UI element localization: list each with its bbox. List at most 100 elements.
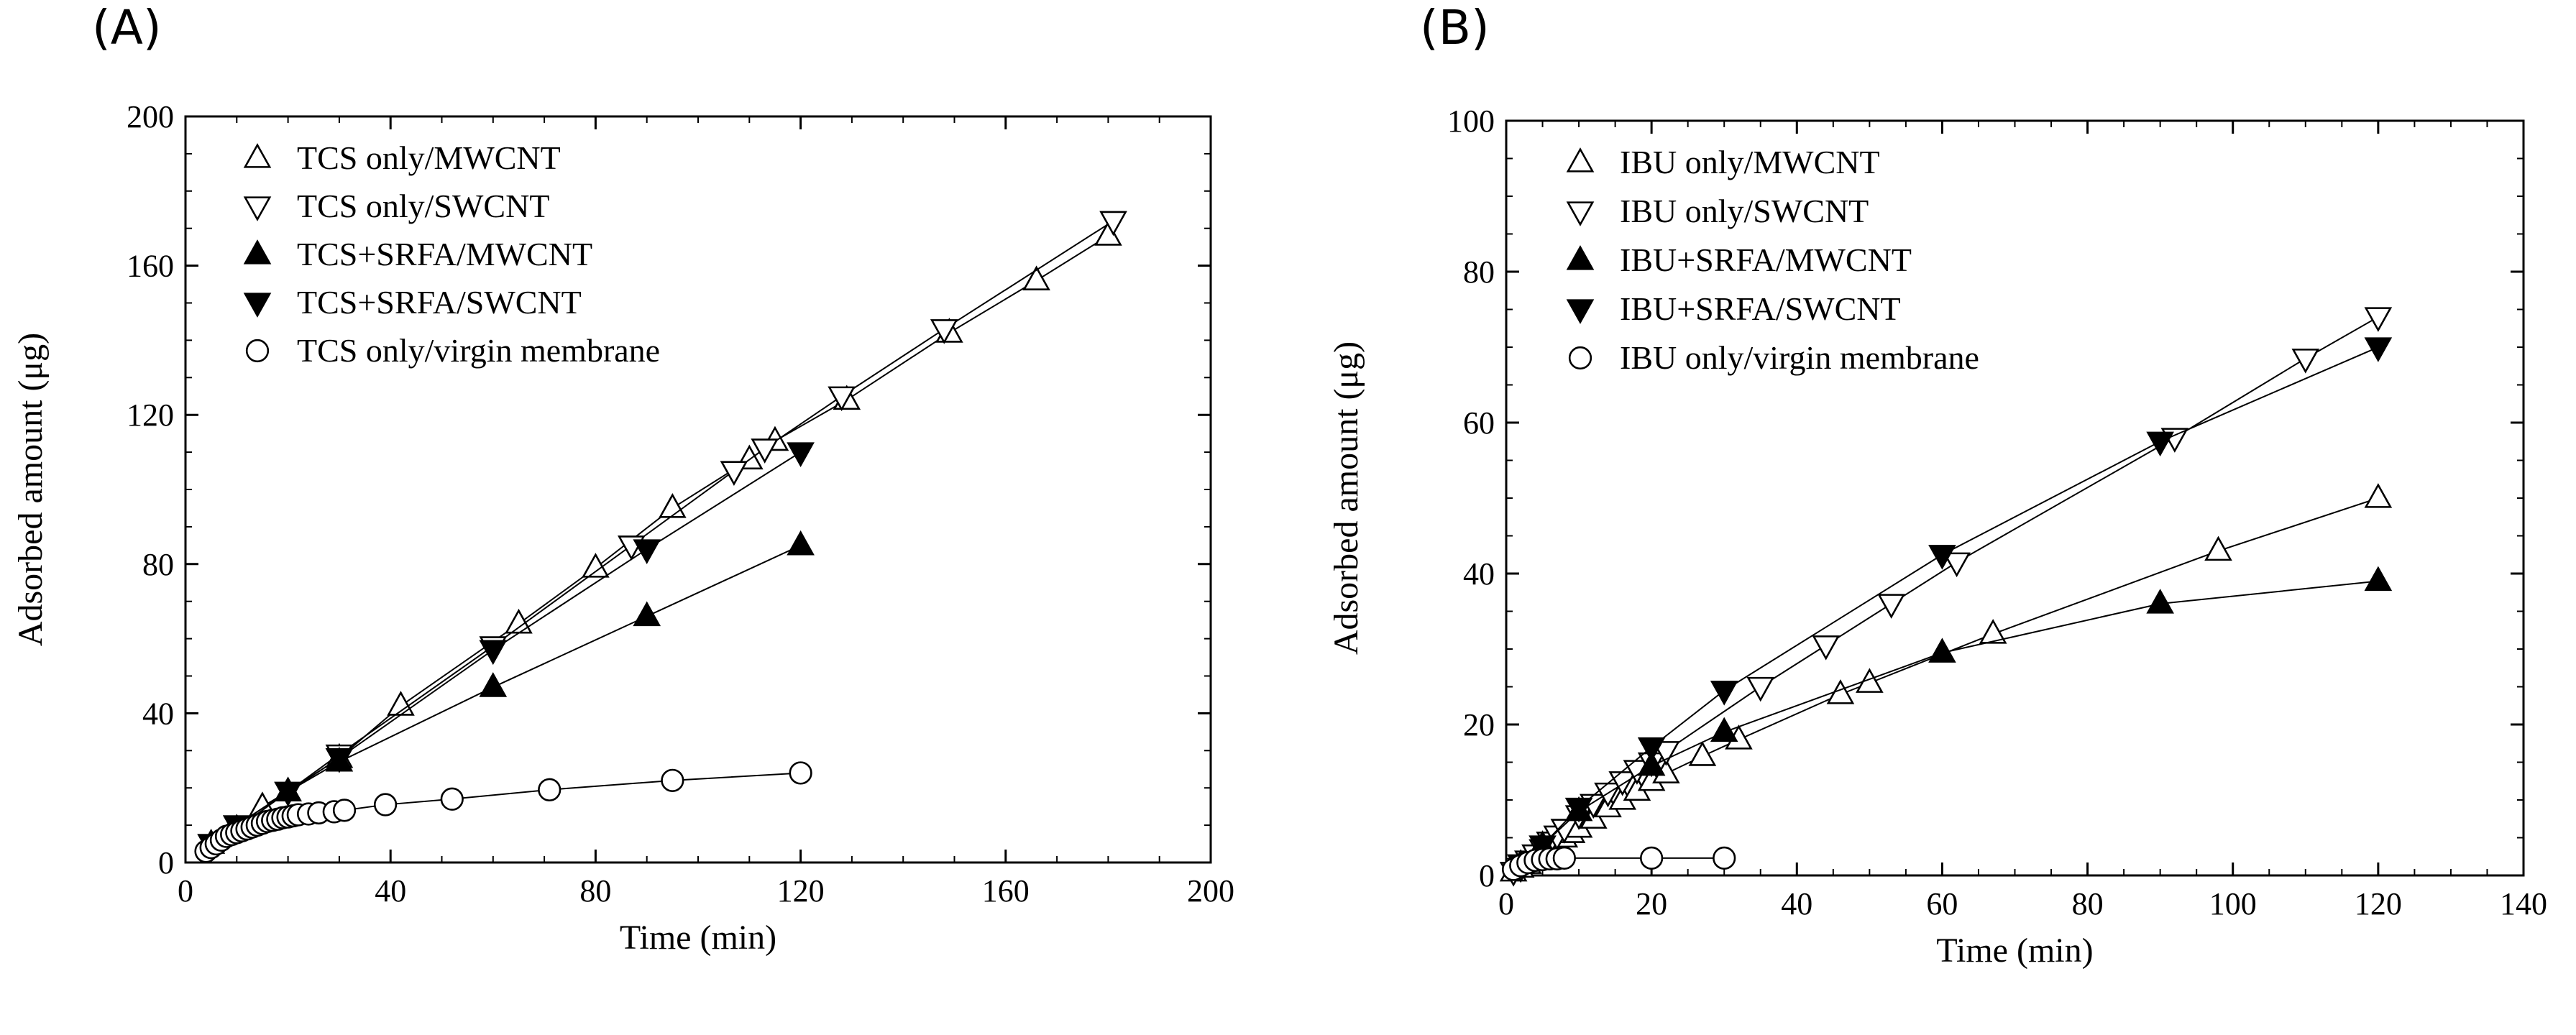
- legend-label: TCS only/SWCNT: [297, 188, 549, 224]
- data-point: [1877, 594, 1905, 619]
- data-point: [2146, 431, 2174, 457]
- x-tick-label: 0: [178, 873, 193, 908]
- data-point: [661, 768, 684, 792]
- y-tick-label: 20: [1463, 707, 1495, 742]
- data-point: [2364, 483, 2393, 508]
- x-tick-label: 60: [1926, 886, 1958, 921]
- data-point: [787, 442, 815, 468]
- series-4: [194, 761, 812, 863]
- panel-label-a: (A): [92, 0, 162, 55]
- data-point: [1928, 545, 1956, 570]
- data-point: [930, 319, 958, 344]
- y-tick-label: 80: [142, 547, 174, 582]
- x-tick-label: 0: [1498, 886, 1514, 921]
- legend-marker: [1566, 299, 1595, 324]
- legend-label: IBU only/virgin membrane: [1620, 339, 1979, 376]
- x-tick-label: 200: [1187, 873, 1234, 908]
- data-point: [633, 539, 661, 564]
- legend-marker: [243, 293, 272, 318]
- y-tick-label: 40: [142, 696, 174, 731]
- legend-marker: [1566, 147, 1595, 172]
- legend-label: IBU only/MWCNT: [1620, 144, 1880, 180]
- legend-label: IBU+SRFA/MWCNT: [1620, 242, 1912, 278]
- data-point: [1928, 638, 1956, 663]
- data-point: [1564, 797, 1593, 823]
- data-point: [2146, 589, 2174, 614]
- y-tick-label: 120: [127, 397, 174, 433]
- data-point: [1856, 668, 1884, 693]
- series-line: [1520, 580, 2378, 865]
- y-tick-label: 40: [1463, 556, 1495, 592]
- data-point: [633, 601, 661, 627]
- x-axis-label: Time (min): [620, 919, 776, 957]
- data-point: [1688, 741, 1717, 766]
- data-point: [325, 748, 354, 773]
- y-tick-label: 200: [127, 99, 174, 134]
- legend-marker: [1566, 245, 1595, 270]
- x-tick-label: 20: [1636, 886, 1667, 921]
- data-point: [1637, 750, 1666, 776]
- data-point: [1713, 846, 1736, 870]
- data-point: [479, 672, 508, 697]
- data-point: [1710, 681, 1738, 706]
- data-point: [2204, 535, 2232, 561]
- data-point: [2364, 337, 2393, 362]
- data-point: [1652, 741, 1680, 766]
- data-point: [787, 530, 815, 556]
- y-tick-label: 100: [1447, 104, 1495, 139]
- x-tick-label: 80: [579, 873, 611, 908]
- y-tick-label: 0: [158, 845, 174, 880]
- x-tick-label: 40: [1781, 886, 1812, 921]
- legend-label: IBU only/SWCNT: [1620, 193, 1869, 229]
- data-point: [1979, 619, 2007, 644]
- data-point: [1637, 737, 1666, 763]
- legend-label: TCS+SRFA/MWCNT: [297, 236, 592, 272]
- data-point: [2364, 307, 2393, 332]
- series-4: [1501, 846, 1736, 881]
- data-point: [1746, 676, 1775, 702]
- series-0: [1499, 483, 2393, 882]
- data-point: [538, 778, 562, 801]
- y-axis-label: Adsorbed amount (μg): [1327, 341, 1365, 655]
- data-point: [1710, 717, 1738, 742]
- data-point: [1640, 846, 1664, 870]
- x-tick-label: 100: [2209, 886, 2257, 921]
- data-point: [1022, 265, 1050, 291]
- data-point: [332, 799, 357, 822]
- panel-label-b: (B): [1420, 0, 1490, 55]
- data-point: [274, 781, 302, 807]
- data-point: [1943, 552, 1971, 578]
- data-point: [751, 438, 779, 464]
- legend: TCS only/MWCNT TCS only/SWCNT TCS+SRFA/MWC…: [243, 139, 660, 369]
- legend-label: TCS only/virgin membrane: [297, 332, 660, 369]
- y-tick-label: 0: [1479, 858, 1495, 893]
- chart-a: 0 40 80 120 160 200 0 40 80 120 160 200 Time (min) Ad…: [12, 99, 1234, 957]
- x-tick-label: 120: [777, 873, 825, 908]
- data-point: [479, 640, 508, 666]
- legend: IBU only/MWCNT IBU only/SWCNT IBU+SRFA/MWC…: [1566, 144, 1979, 376]
- x-tick-label: 140: [2500, 886, 2547, 921]
- legend-marker: [243, 143, 272, 168]
- x-tick-label: 160: [982, 873, 1030, 908]
- data-point: [828, 386, 856, 412]
- y-tick-label: 80: [1463, 254, 1495, 290]
- data-point: [2291, 349, 2320, 374]
- legend-marker: [1568, 346, 1592, 370]
- legend-marker: [243, 196, 272, 221]
- data-point: [440, 787, 464, 811]
- data-point: [2364, 566, 2393, 592]
- legend-marker: [243, 239, 272, 264]
- legend-label: TCS+SRFA/SWCNT: [297, 284, 582, 321]
- y-tick-label: 160: [127, 249, 174, 284]
- data-point: [1812, 635, 1841, 661]
- x-tick-label: 120: [2355, 886, 2402, 921]
- legend-label: TCS only/MWCNT: [297, 139, 561, 176]
- y-axis-label: Adsorbed amount (μg): [12, 333, 50, 646]
- x-tick-label: 40: [375, 873, 406, 908]
- data-point: [582, 553, 610, 578]
- data-point: [1099, 211, 1127, 236]
- data-point: [1552, 846, 1576, 870]
- series-2: [1506, 566, 2393, 874]
- chart-b: 0 20 40 60 80 100 120 140 0 20 40 60 80 100 Time (min)…: [1327, 104, 2547, 970]
- legend-marker: [1566, 201, 1595, 226]
